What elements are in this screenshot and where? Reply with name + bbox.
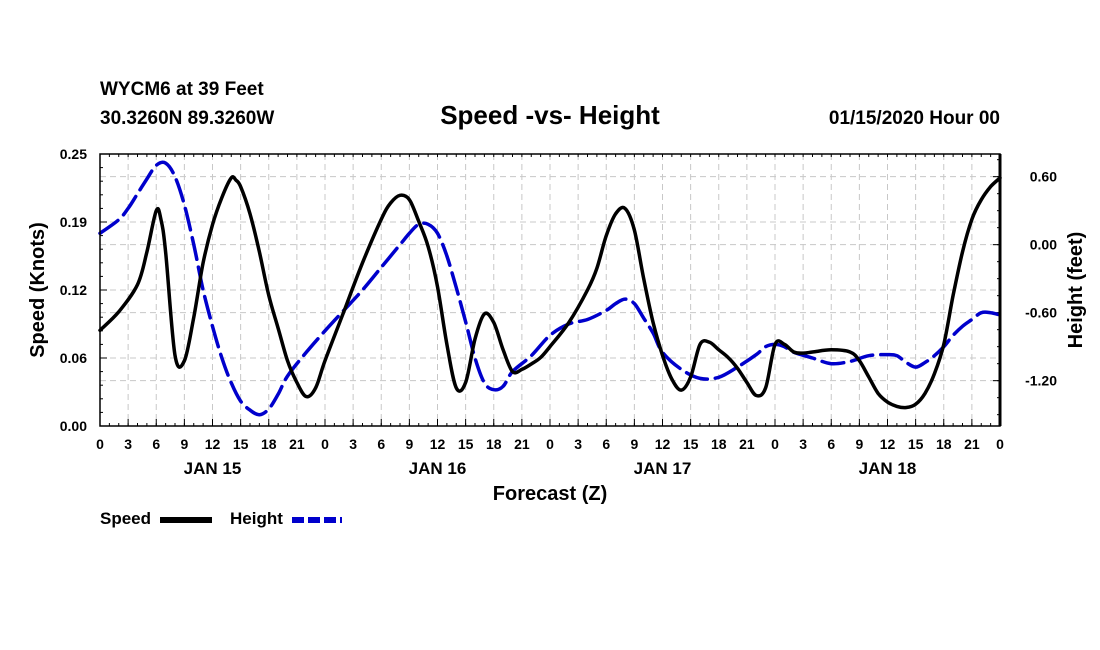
y-right-tick-labels: 0.60 0.00 -0.60 -1.20 — [1025, 169, 1057, 389]
x-tick-label: 15 — [233, 436, 249, 452]
x-tick-label: 21 — [739, 436, 755, 452]
x-tick-label: 3 — [574, 436, 582, 452]
y-left-axis-label: Speed (Knots) — [27, 222, 49, 358]
y-right-tick-label: 0.00 — [1030, 237, 1057, 253]
x-tick-label: 12 — [430, 436, 446, 452]
x-tick-label: 3 — [124, 436, 132, 452]
y-left-tick-label: 0.06 — [60, 350, 87, 366]
x-tick-label: 0 — [546, 436, 554, 452]
y-right-tick-label: -1.20 — [1025, 373, 1057, 389]
x-tick-label: 15 — [908, 436, 924, 452]
legend: Speed Height — [100, 509, 342, 528]
series-layer — [98, 160, 1002, 417]
y-right-axis-label: Height (feet) — [1065, 232, 1087, 349]
x-tick-label: 15 — [458, 436, 474, 452]
x-tick-label: 6 — [827, 436, 835, 452]
x-tick-label: 21 — [964, 436, 980, 452]
location-label: 30.3260N 89.3260W — [100, 108, 274, 129]
grid-lines — [100, 154, 1000, 426]
x-tick-label: 6 — [152, 436, 160, 452]
x-tick-label: 0 — [321, 436, 329, 452]
x-tick-label: 9 — [630, 436, 638, 452]
x-tick-label: 18 — [711, 436, 727, 452]
day-label: JAN 16 — [409, 459, 467, 478]
day-labels: JAN 15 JAN 16 JAN 17 JAN 18 — [184, 459, 917, 478]
x-tick-label: 12 — [880, 436, 896, 452]
x-tick-label: 15 — [683, 436, 699, 452]
y-left-tick-label: 0.00 — [60, 418, 87, 434]
x-tick-label: 0 — [771, 436, 779, 452]
y-left-tick-labels: 0.00 0.06 0.12 0.19 0.25 — [60, 146, 87, 434]
x-tick-label: 12 — [205, 436, 221, 452]
x-axis-label: Forecast (Z) — [493, 483, 607, 505]
x-tick-label: 9 — [180, 436, 188, 452]
x-tick-label: 3 — [349, 436, 357, 452]
x-tick-label: 6 — [602, 436, 610, 452]
y-left-tick-label: 0.25 — [60, 146, 87, 162]
x-tick-label: 0 — [96, 436, 104, 452]
x-tick-label: 21 — [289, 436, 305, 452]
x-tick-label: 6 — [377, 436, 385, 452]
day-label: JAN 18 — [859, 459, 917, 478]
chart-title: Speed -vs- Height — [440, 100, 660, 130]
x-tick-label: 21 — [514, 436, 530, 452]
day-label: JAN 15 — [184, 459, 242, 478]
y-right-tick-label: -0.60 — [1025, 305, 1057, 321]
x-tick-label: 12 — [655, 436, 671, 452]
x-tick-label: 3 — [799, 436, 807, 452]
legend-height-label: Height — [230, 509, 283, 528]
y-left-tick-label: 0.12 — [60, 282, 87, 298]
day-label: JAN 17 — [634, 459, 692, 478]
y-left-tick-label: 0.19 — [60, 214, 87, 230]
x-tick-label: 9 — [855, 436, 863, 452]
station-label: WYCM6 at 39 Feet — [100, 79, 264, 100]
series-line-speed — [98, 175, 1002, 410]
x-tick-labels: 0 3 6 9 12 15 18 21 0 3 6 9 12 15 18 21 0 3 6 9 12 15 18 21 0 3 6 9… — [96, 436, 1004, 452]
x-tick-label: 0 — [996, 436, 1004, 452]
y-right-tick-label: 0.60 — [1030, 169, 1057, 185]
x-tick-label: 18 — [936, 436, 952, 452]
x-tick-label: 9 — [405, 436, 413, 452]
x-tick-label: 18 — [261, 436, 277, 452]
date-label: 01/15/2020 Hour 00 — [829, 108, 1000, 129]
x-tick-label: 18 — [486, 436, 502, 452]
legend-speed-label: Speed — [100, 509, 151, 528]
